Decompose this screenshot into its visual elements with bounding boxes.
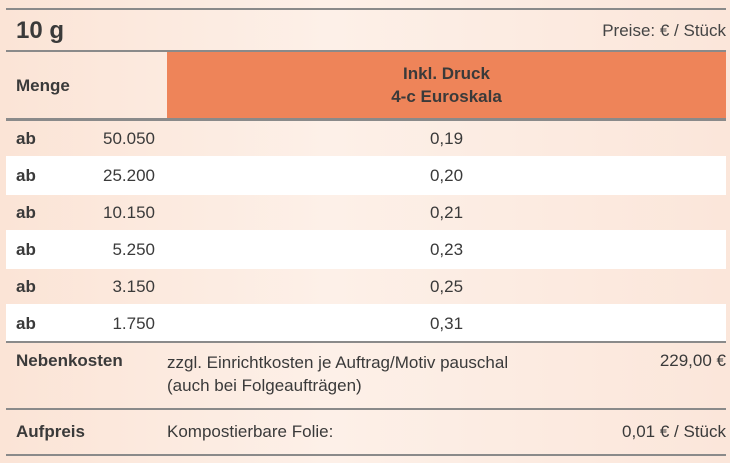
aufpreis-amount: 0,01 € / Stück bbox=[622, 422, 726, 441]
price-unit-note: Preise: € / Stück bbox=[602, 21, 726, 40]
body-rule bbox=[6, 118, 726, 121]
nebenkosten-description-line1: zzgl. Einrichtkosten je Auftrag/Motiv pa… bbox=[167, 353, 509, 372]
row-quantity: 5.250 bbox=[112, 240, 155, 259]
quantity-header-cell: Menge bbox=[6, 52, 167, 118]
price-header-cell: Inkl. Druck 4-c Euroskala bbox=[167, 52, 726, 118]
header-rule bbox=[6, 50, 726, 52]
row-quantity: 1.750 bbox=[112, 314, 155, 333]
table-row: ab 50.050 0,19 bbox=[6, 121, 726, 158]
table-row: ab 10.150 0,21 bbox=[6, 195, 726, 232]
column-header-row: Menge Inkl. Druck 4-c Euroskala bbox=[6, 52, 726, 118]
row-prefix: ab bbox=[16, 314, 36, 333]
row-prefix: ab bbox=[16, 166, 36, 185]
table-row: ab 1.750 0,31 bbox=[6, 306, 726, 343]
row-prefix: ab bbox=[16, 129, 36, 148]
aufpreis-label: Aufpreis bbox=[16, 422, 85, 441]
title-row: 10 g Preise: € / Stück bbox=[6, 10, 726, 50]
row-quantity: 50.050 bbox=[103, 129, 155, 148]
row-price: 0,19 bbox=[429, 129, 464, 148]
row-prefix: ab bbox=[16, 203, 36, 222]
price-rows: ab 50.050 0,19 ab 25.200 0,20 ab 10.150 … bbox=[6, 121, 726, 343]
row-price: 0,23 bbox=[429, 240, 464, 259]
row-quantity: 10.150 bbox=[103, 203, 155, 222]
nebenkosten-amount: 229,00 € bbox=[659, 351, 726, 370]
row-price: 0,25 bbox=[429, 277, 464, 296]
row-price: 0,31 bbox=[429, 314, 464, 333]
nebenkosten-row: Nebenkosten zzgl. Einrichtkosten je Auft… bbox=[6, 343, 726, 403]
aufpreis-description: Kompostierbare Folie: bbox=[167, 422, 334, 441]
table-row: ab 5.250 0,23 bbox=[6, 232, 726, 269]
top-rule bbox=[6, 8, 726, 10]
aufpreis-row: Aufpreis Kompostierbare Folie: 0,01 € / … bbox=[6, 412, 726, 452]
nebenkosten-description-line2: (auch bei Folgeaufträgen) bbox=[167, 376, 362, 395]
nebenkosten-label: Nebenkosten bbox=[16, 351, 123, 370]
aufpreis-rule bbox=[6, 408, 726, 410]
table-row: ab 3.150 0,25 bbox=[6, 269, 726, 306]
price-header-line2: 4-c Euroskala bbox=[391, 87, 502, 106]
row-quantity: 25.200 bbox=[103, 166, 155, 185]
row-prefix: ab bbox=[16, 240, 36, 259]
price-header-line1: Inkl. Druck bbox=[403, 64, 490, 83]
nebenkosten-description: zzgl. Einrichtkosten je Auftrag/Motiv pa… bbox=[167, 351, 627, 397]
row-price: 0,20 bbox=[429, 166, 464, 185]
quantity-header: Menge bbox=[16, 76, 70, 95]
bottom-rule bbox=[6, 454, 726, 456]
row-prefix: ab bbox=[16, 277, 36, 296]
nebenkosten-rule bbox=[6, 341, 726, 343]
price-table: 10 g Preise: € / Stück Menge Inkl. Druck… bbox=[6, 0, 726, 463]
table-row: ab 25.200 0,20 bbox=[6, 158, 726, 195]
product-weight-title: 10 g bbox=[16, 17, 65, 44]
row-price: 0,21 bbox=[429, 203, 464, 222]
row-quantity: 3.150 bbox=[112, 277, 155, 296]
